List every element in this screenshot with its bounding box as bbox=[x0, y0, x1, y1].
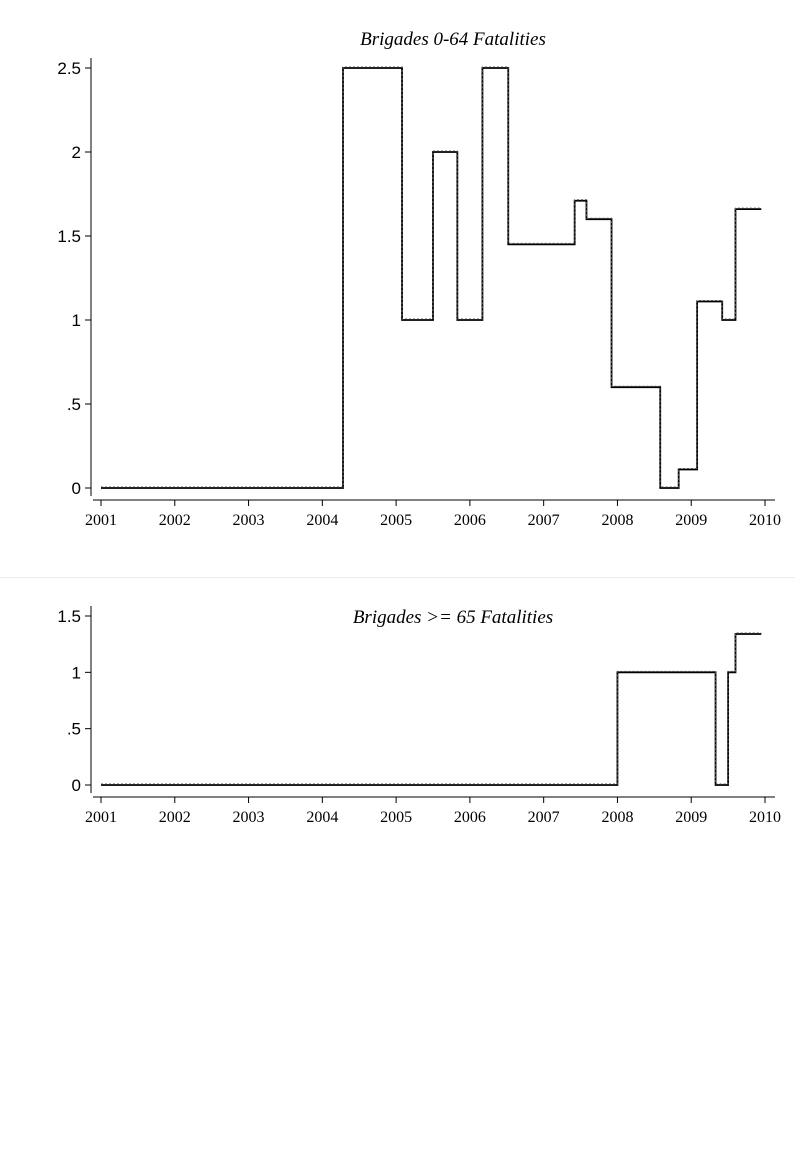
chart-1-y-tick-label: .5 bbox=[67, 395, 81, 414]
chart-1-svg: Brigades 0-64 Fatalities 0 .5 1 1.5 2 2.5 2001 2… bbox=[0, 0, 795, 575]
chart-2-y-tick-label: 1 bbox=[72, 663, 81, 682]
chart-panel-1: Brigades 0-64 Fatalities 0 .5 1 1.5 2 2.5 2001 2… bbox=[0, 0, 795, 575]
chart-2-series-line-overlay bbox=[101, 633, 761, 784]
chart-1-title: Brigades 0-64 Fatalities bbox=[360, 29, 546, 50]
chart-2-x-tick-label: 2002 bbox=[159, 809, 191, 826]
panel-divider bbox=[0, 577, 795, 578]
chart-1-series-line-overlay bbox=[101, 67, 761, 487]
chart-1-y-tick-label: 2 bbox=[72, 143, 81, 162]
chart-2-y-tick-label: 0 bbox=[72, 776, 81, 795]
chart-2-x-tick-label: 2007 bbox=[528, 809, 560, 826]
chart-2-title: Brigades >= 65 Fatalities bbox=[353, 607, 553, 628]
chart-2-x-tick-label: 2010 bbox=[749, 809, 781, 826]
chart-1-x-tick-label: 2008 bbox=[601, 512, 633, 529]
chart-1-x-tick-label: 2003 bbox=[233, 512, 265, 529]
chart-1-x-tick-label: 2001 bbox=[85, 512, 117, 529]
chart-1-y-tick-label: 1.5 bbox=[57, 227, 81, 246]
chart-2-x-tick-label: 2001 bbox=[85, 809, 117, 826]
chart-panel-2: Brigades >= 65 Fatalities 0 .5 1 1.5 2001 2002… bbox=[0, 582, 795, 1153]
chart-2-x-tick-label: 2003 bbox=[233, 809, 265, 826]
chart-1-x-tick-label: 2010 bbox=[749, 512, 781, 529]
chart-2-x-tick-label: 2004 bbox=[306, 809, 338, 826]
chart-1-y-tick-label: 2.5 bbox=[57, 59, 81, 78]
chart-1-x-tick-label: 2005 bbox=[380, 512, 412, 529]
chart-1-x-tick-label: 2006 bbox=[454, 512, 486, 529]
chart-1-series-line bbox=[101, 68, 761, 488]
chart-1-x-tick-label: 2002 bbox=[159, 512, 191, 529]
chart-2-x-tick-label: 2008 bbox=[601, 809, 633, 826]
chart-2-y-tick-label: .5 bbox=[67, 720, 81, 739]
chart-2-svg: Brigades >= 65 Fatalities 0 .5 1 1.5 2001 2002… bbox=[0, 582, 795, 1153]
chart-1-y-tick-label: 0 bbox=[72, 479, 81, 498]
chart-2-x-tick-label: 2006 bbox=[454, 809, 486, 826]
chart-1-x-tick-label: 2009 bbox=[675, 512, 707, 529]
chart-1-x-tick-label: 2007 bbox=[528, 512, 560, 529]
chart-2-series-line bbox=[101, 634, 761, 785]
chart-1-y-tick-label: 1 bbox=[72, 311, 81, 330]
chart-2-x-tick-label: 2005 bbox=[380, 809, 412, 826]
chart-2-y-tick-label: 1.5 bbox=[57, 607, 81, 626]
chart-2-x-tick-label: 2009 bbox=[675, 809, 707, 826]
chart-1-x-tick-label: 2004 bbox=[306, 512, 338, 529]
